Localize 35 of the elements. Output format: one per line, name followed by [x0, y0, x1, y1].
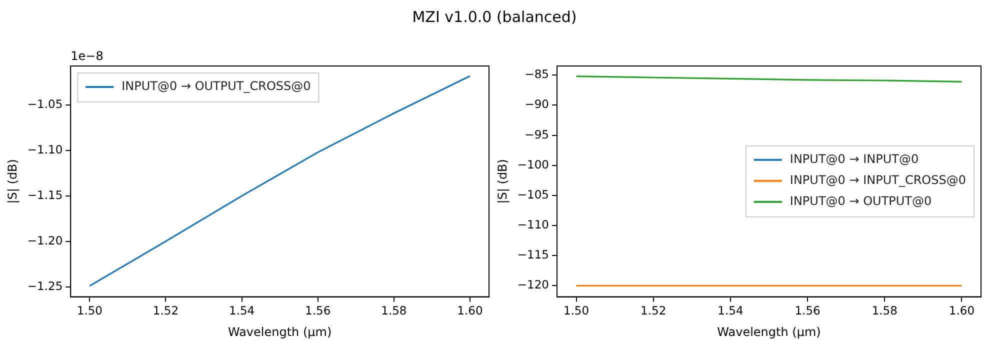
y-tick-label: −100 [517, 157, 549, 172]
x-axis-title: Wavelength (µm) [228, 324, 332, 339]
y-tick-label: −1.05 [27, 97, 63, 112]
y-tick-label: −1.20 [27, 233, 63, 248]
legend-label: INPUT@0 → INPUT@0 [790, 152, 919, 166]
x-tick-label: 1.58 [872, 304, 898, 318]
x-tick-label: 1.60 [457, 304, 483, 318]
y-tick-label: −115 [517, 248, 549, 262]
x-tick-label: 1.54 [228, 304, 255, 318]
legend-label: INPUT@0 → OUTPUT@0 [790, 194, 932, 208]
x-tick-label: 1.52 [640, 304, 666, 318]
y-axis-title: |S| (dB) [5, 159, 20, 204]
x-tick-label: 1.50 [563, 304, 590, 318]
y-tick-label: −90 [524, 97, 549, 112]
x-tick-label: 1.56 [794, 304, 820, 318]
x-tick-label: 1.58 [381, 304, 407, 318]
x-tick-label: 1.50 [76, 304, 102, 318]
legend-label: INPUT@0 → OUTPUT_CROSS@0 [122, 79, 311, 94]
y-tick-label: −1.15 [27, 188, 63, 202]
x-tick-label: 1.60 [948, 304, 975, 318]
x-axis-title: Wavelength (µm) [717, 324, 821, 339]
y-tick-label: −85 [524, 67, 549, 82]
x-tick-label: 1.54 [718, 304, 744, 318]
y-tick-label: −110 [517, 218, 549, 232]
y-tick-label: −120 [517, 278, 549, 292]
y-tick-label: −105 [517, 187, 549, 202]
y-tick-label: −1.10 [27, 142, 63, 156]
text: 1e−8 [70, 49, 104, 64]
y-tick-label: −95 [524, 127, 549, 142]
legend-label: INPUT@0 → INPUT_CROSS@0 [790, 173, 966, 188]
chart-title: MZI v1.0.0 (balanced) [411, 8, 578, 26]
x-tick-label: 1.52 [152, 304, 179, 318]
y-tick-label: −1.25 [27, 278, 63, 293]
x-tick-label: 1.56 [305, 304, 331, 318]
y-axis-title: |S| (dB) [495, 159, 510, 204]
